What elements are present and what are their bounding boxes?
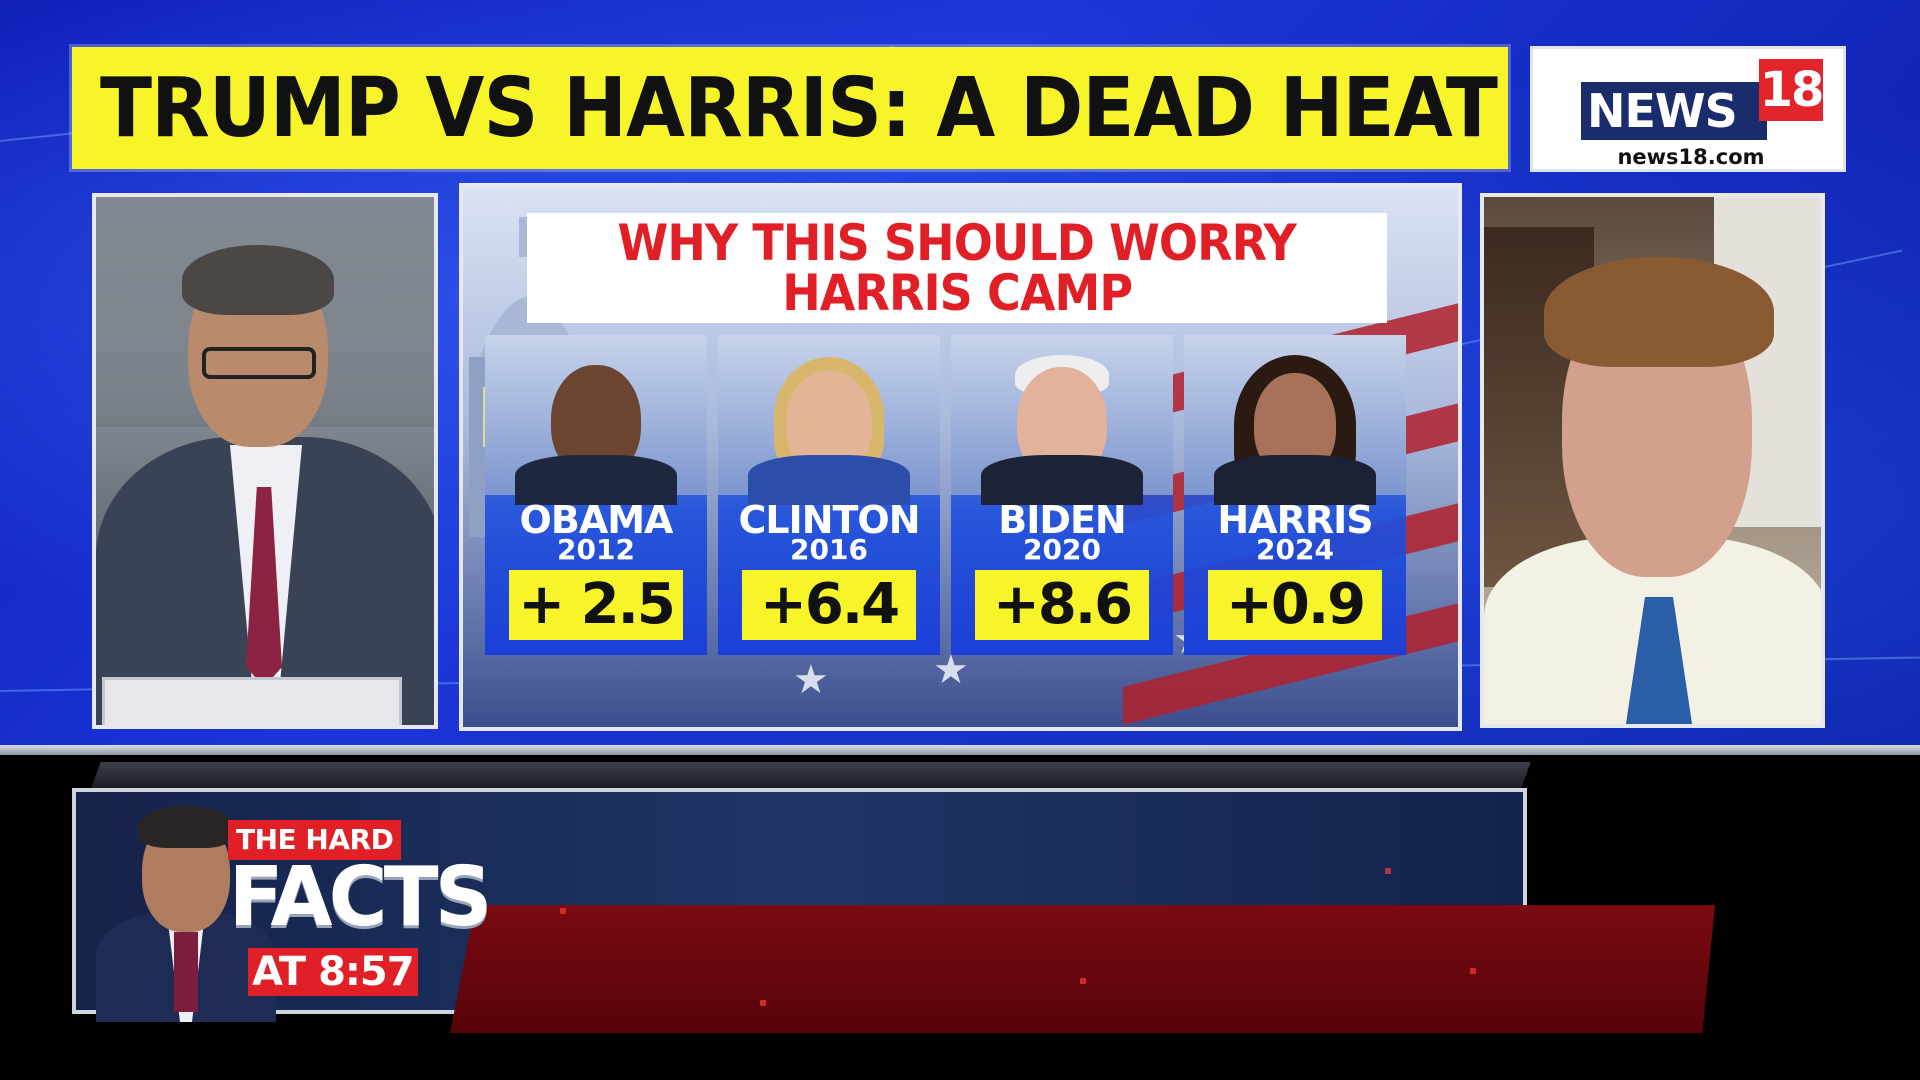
card-value: +0.9	[1208, 570, 1382, 640]
card-name: OBAMA	[519, 498, 674, 542]
glasses-icon	[202, 347, 316, 379]
card-name: HARRIS	[1217, 498, 1373, 542]
spark	[1385, 868, 1391, 874]
promo-chrome-edge	[91, 762, 1531, 788]
graphic-title-line2: HARRIS CAMP	[782, 264, 1133, 322]
card-year: 2020	[1023, 533, 1101, 566]
channel-logo: NEWS 18 news18.com	[1530, 46, 1846, 172]
spark	[1470, 968, 1476, 974]
spark	[1080, 978, 1086, 984]
graphic-panel: ★ ★ ★ ★ WHY THIS SHOULD WORRY HARRIS CAM…	[459, 183, 1462, 731]
anchor-video-panel	[92, 193, 438, 729]
candidate-card-harris: HARRIS 2024 +0.9	[1184, 335, 1406, 655]
graphic-title-box: WHY THIS SHOULD WORRY HARRIS CAMP	[527, 213, 1387, 323]
candidate-suit	[981, 455, 1143, 505]
promo-host-hair	[138, 806, 234, 848]
card-name: CLINTON	[738, 498, 920, 542]
promo-label-main: FACTS	[228, 850, 493, 945]
graphic-title-line1: WHY THIS SHOULD WORRY	[617, 214, 1297, 272]
spark	[760, 1000, 766, 1006]
guest-hair	[1544, 257, 1774, 367]
headline-text: TRUMP VS HARRIS: A DEAD HEAT	[100, 60, 1498, 156]
spark	[560, 908, 566, 914]
candidate-suit	[515, 455, 677, 505]
logo-number: 18	[1759, 59, 1824, 121]
logo-wordmark: NEWS	[1581, 82, 1767, 140]
card-year: 2016	[790, 533, 868, 566]
anchor-hair	[182, 245, 334, 315]
candidate-card-clinton: CLINTON 2016 +6.4	[718, 335, 940, 655]
laptop	[102, 677, 402, 725]
lower-third-divider	[0, 745, 1920, 755]
promo-host-tie	[174, 932, 198, 1012]
card-value: +6.4	[742, 570, 916, 640]
promo-label-time: AT 8:57	[248, 948, 418, 996]
card-year: 2024	[1256, 533, 1334, 566]
candidate-suit	[1214, 455, 1376, 505]
guest-video-panel	[1480, 193, 1825, 728]
card-value: + 2.5	[509, 570, 683, 640]
promo-red-bar	[450, 905, 1715, 1033]
candidate-suit	[748, 455, 910, 505]
star-icon: ★	[793, 657, 829, 703]
card-value: +8.6	[975, 570, 1149, 640]
card-year: 2012	[557, 533, 635, 566]
candidate-card-biden: BIDEN 2020 +8.6	[951, 335, 1173, 655]
promo-label-top: THE HARD	[228, 820, 402, 860]
candidate-card-obama: OBAMA 2012 + 2.5	[485, 335, 707, 655]
logo-url: news18.com	[1617, 145, 1765, 169]
card-name: BIDEN	[998, 498, 1126, 542]
headline-banner: TRUMP VS HARRIS: A DEAD HEAT	[72, 47, 1508, 169]
